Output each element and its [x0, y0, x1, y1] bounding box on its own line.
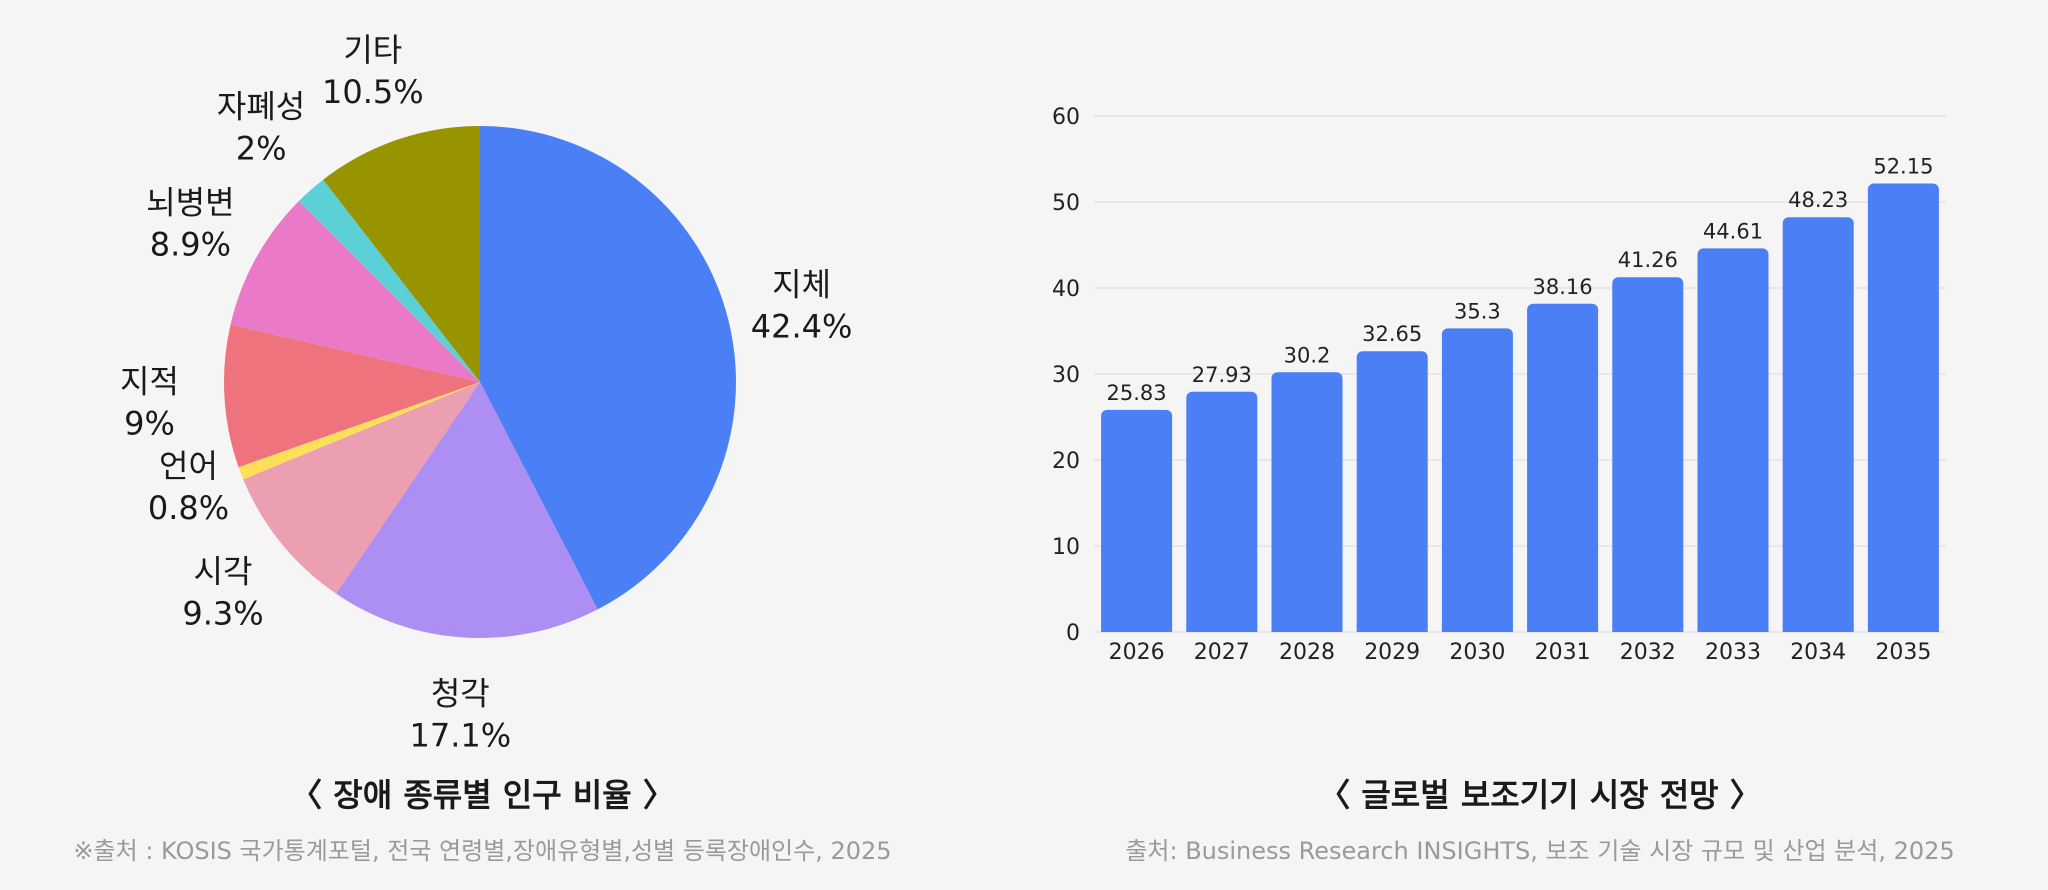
- bar-base: [1271, 624, 1343, 632]
- bar-value-label: 32.65: [1362, 322, 1422, 346]
- y-tick-label: 60: [1052, 105, 1080, 130]
- pie-label-value: 9%: [124, 405, 175, 443]
- bar-value-label: 44.61: [1703, 219, 1763, 243]
- pie-slice-시각: [243, 382, 480, 594]
- pie-slice-언어: [238, 382, 480, 480]
- pie-label-name: 언어: [159, 447, 218, 485]
- bar-2029: [1356, 351, 1428, 632]
- pie-label-name: 지체: [772, 266, 831, 304]
- x-tick-label: 2032: [1620, 640, 1676, 665]
- pie-label-name: 시각: [194, 553, 253, 591]
- bar-2034: [1782, 217, 1854, 632]
- bar-base: [1867, 624, 1939, 632]
- bar-base: [1441, 624, 1513, 632]
- bar-value-label: 41.26: [1618, 248, 1678, 272]
- pie-label-name: 자폐성: [217, 88, 305, 126]
- pie-label-value: 10.5%: [322, 73, 424, 111]
- x-tick-label: 2027: [1194, 640, 1250, 665]
- pie-chart: 지체 42.4% 청각 17.1% 시각 9.3% 언어 0.8% 지적 9% 뇌병변 8.9% 자폐성…: [120, 31, 852, 755]
- x-tick-label: 2033: [1705, 640, 1761, 665]
- bar-base: [1186, 624, 1258, 632]
- bar-2026: [1101, 409, 1173, 632]
- pie-slice-뇌병변: [230, 200, 480, 382]
- y-tick-label: 40: [1052, 277, 1080, 302]
- y-tick-label: 20: [1052, 449, 1080, 474]
- bar-base: [1612, 624, 1684, 632]
- bar-base: [1101, 624, 1173, 632]
- bar-chart: 010203040506025.83202627.93202730.220283…: [1052, 105, 1946, 665]
- pie-label-name: 청각: [431, 674, 490, 712]
- bar-2031: [1527, 303, 1599, 632]
- bar-2035: [1867, 183, 1939, 632]
- pie-slice-기타: [323, 126, 480, 382]
- y-tick-label: 10: [1052, 535, 1080, 560]
- x-tick-label: 2028: [1279, 640, 1335, 665]
- bar-base: [1356, 624, 1428, 632]
- pie-slice-지적: [223, 324, 480, 468]
- bar-value-label: 48.23: [1788, 188, 1848, 212]
- bar-2032: [1612, 277, 1684, 632]
- bar-chart-title: 〈 글로벌 보조기기 시장 전망 〉: [1318, 776, 1762, 814]
- y-tick-label: 0: [1066, 621, 1080, 646]
- pie-chart-title: 〈 장애 종류별 인구 비율 〉: [290, 776, 675, 814]
- bar-2033: [1697, 248, 1769, 632]
- bar-value-label: 52.15: [1873, 155, 1933, 179]
- x-tick-label: 2029: [1364, 640, 1420, 665]
- bar-chart-source: 출처: Business Research INSIGHTS, 보조 기술 시장…: [1125, 837, 1955, 865]
- pie-label-value: 9.3%: [182, 595, 263, 633]
- pie-label-value: 8.9%: [150, 226, 231, 264]
- bar-value-label: 27.93: [1192, 363, 1252, 387]
- bar-2030: [1441, 328, 1513, 632]
- bar-base: [1782, 624, 1854, 632]
- bar-value-label: 35.3: [1454, 299, 1501, 323]
- x-tick-label: 2030: [1449, 640, 1505, 665]
- bar-base: [1697, 624, 1769, 632]
- pie-label-value: 17.1%: [409, 716, 511, 754]
- bar-2028: [1271, 372, 1343, 632]
- x-tick-label: 2034: [1790, 640, 1846, 665]
- pie-slice-지체: [480, 126, 736, 610]
- bar-2027: [1186, 391, 1258, 632]
- bar-value-label: 25.83: [1107, 381, 1167, 405]
- bar-value-label: 30.2: [1284, 343, 1331, 367]
- pie-label-name: 뇌병변: [146, 184, 234, 222]
- pie-label-value: 42.4%: [751, 308, 853, 346]
- y-tick-label: 30: [1052, 363, 1080, 388]
- pie-chart-source: ※출처 : KOSIS 국가통계포털, 전국 연령별,장애유형별,성별 등록장애…: [73, 837, 892, 865]
- bar-base: [1527, 624, 1599, 632]
- pie-slice-자폐성: [298, 179, 480, 382]
- pie-label-value: 2%: [236, 130, 287, 168]
- pie-label-value: 0.8%: [148, 489, 229, 527]
- x-tick-label: 2031: [1535, 640, 1591, 665]
- pie-slice-청각: [336, 382, 598, 638]
- pie-label-name: 지적: [120, 363, 179, 401]
- pie-label-name: 기타: [343, 31, 402, 69]
- x-tick-label: 2026: [1109, 640, 1165, 665]
- bar-value-label: 38.16: [1533, 275, 1593, 299]
- y-tick-label: 50: [1052, 191, 1080, 216]
- x-tick-label: 2035: [1875, 640, 1931, 665]
